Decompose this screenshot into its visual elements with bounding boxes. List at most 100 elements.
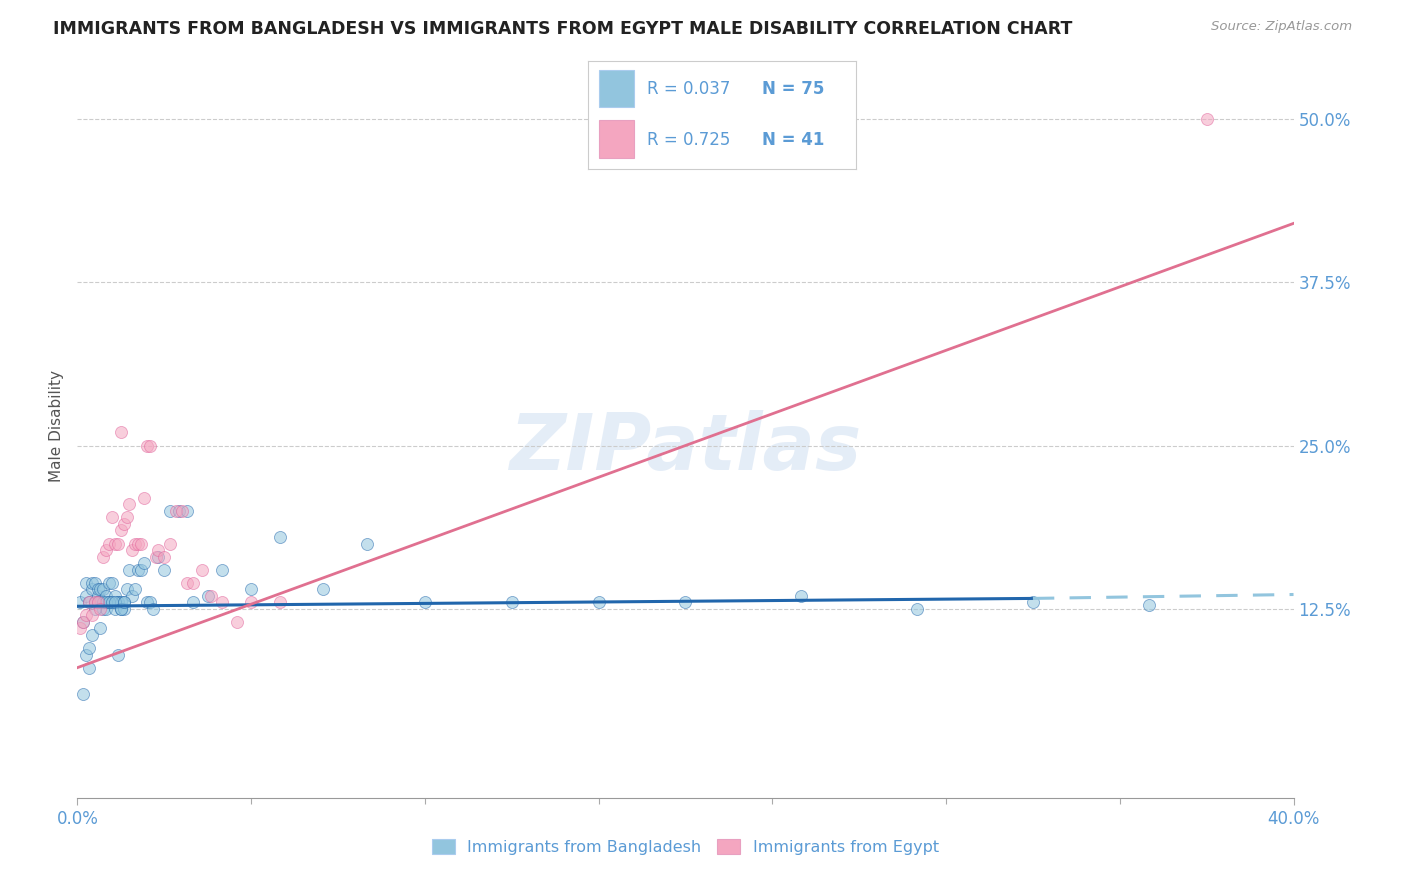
Point xyxy=(181,595,204,609)
Point xyxy=(107,536,129,550)
Point xyxy=(96,543,118,558)
Point xyxy=(107,595,129,609)
Point xyxy=(142,602,165,616)
Point xyxy=(110,524,132,538)
Point xyxy=(176,504,198,518)
Point xyxy=(170,504,193,518)
Point xyxy=(115,582,138,597)
Point xyxy=(240,582,263,597)
Point xyxy=(211,595,233,609)
Point xyxy=(110,602,132,616)
Point xyxy=(240,595,263,609)
Point xyxy=(197,589,219,603)
Text: ZIPatlas: ZIPatlas xyxy=(509,410,862,486)
Point xyxy=(72,615,94,629)
Point xyxy=(132,491,155,505)
Point xyxy=(72,615,94,629)
Point xyxy=(138,438,160,452)
Point xyxy=(98,595,121,609)
Point xyxy=(135,438,157,452)
Point xyxy=(107,595,129,609)
Point xyxy=(191,563,214,577)
Point xyxy=(115,510,138,524)
Point xyxy=(77,661,100,675)
Text: Source: ZipAtlas.com: Source: ZipAtlas.com xyxy=(1212,20,1353,33)
Point xyxy=(127,563,149,577)
Point xyxy=(356,536,378,550)
Point xyxy=(153,563,176,577)
Point xyxy=(675,595,697,609)
Point xyxy=(159,536,181,550)
Point xyxy=(165,504,187,518)
Text: IMMIGRANTS FROM BANGLADESH VS IMMIGRANTS FROM EGYPT MALE DISABILITY CORRELATION : IMMIGRANTS FROM BANGLADESH VS IMMIGRANTS… xyxy=(53,20,1073,37)
Point xyxy=(112,602,135,616)
Point xyxy=(89,602,111,616)
Point xyxy=(153,549,176,564)
Point xyxy=(75,589,97,603)
Point xyxy=(89,622,111,636)
Point xyxy=(86,589,108,603)
Point xyxy=(312,582,335,597)
Point xyxy=(80,628,103,642)
Point xyxy=(96,589,118,603)
Point xyxy=(145,549,167,564)
Point xyxy=(98,595,121,609)
Point xyxy=(101,595,124,609)
Point xyxy=(101,510,124,524)
Point xyxy=(77,595,100,609)
Point xyxy=(75,648,97,662)
Point xyxy=(112,516,135,531)
Point xyxy=(138,595,160,609)
Point xyxy=(89,595,111,609)
Point xyxy=(96,595,118,609)
Point xyxy=(124,582,146,597)
Point xyxy=(83,602,105,616)
Point xyxy=(83,595,105,609)
Point xyxy=(101,595,124,609)
Legend: Immigrants from Bangladesh, Immigrants from Egypt: Immigrants from Bangladesh, Immigrants f… xyxy=(426,832,945,861)
Point xyxy=(148,549,170,564)
Point xyxy=(93,595,115,609)
Point xyxy=(413,595,436,609)
Point xyxy=(110,602,132,616)
Point xyxy=(121,589,143,603)
Point xyxy=(135,595,157,609)
Point xyxy=(77,641,100,656)
Point xyxy=(588,595,610,609)
Point xyxy=(69,622,91,636)
Point xyxy=(72,687,94,701)
Point xyxy=(501,595,523,609)
Point xyxy=(211,563,233,577)
Point xyxy=(112,595,135,609)
Point xyxy=(905,602,928,616)
Point xyxy=(107,648,129,662)
Point xyxy=(104,602,127,616)
Point xyxy=(129,536,152,550)
Point xyxy=(101,575,124,590)
Point xyxy=(159,504,181,518)
Point xyxy=(132,556,155,570)
Point xyxy=(1137,598,1160,612)
Point xyxy=(176,575,198,590)
Point xyxy=(790,589,813,603)
Point xyxy=(93,602,115,616)
Point xyxy=(83,575,105,590)
Point xyxy=(181,575,204,590)
Point xyxy=(148,543,170,558)
Point xyxy=(167,504,190,518)
Point xyxy=(86,595,108,609)
Point xyxy=(129,563,152,577)
Point xyxy=(96,602,118,616)
Point xyxy=(77,595,100,609)
Point xyxy=(1195,112,1218,126)
Point xyxy=(225,615,247,629)
Point xyxy=(110,425,132,440)
Point xyxy=(75,608,97,623)
Point xyxy=(118,497,141,511)
Point xyxy=(112,595,135,609)
Point xyxy=(80,575,103,590)
Point xyxy=(121,543,143,558)
Point xyxy=(124,536,146,550)
Point xyxy=(98,575,121,590)
Point xyxy=(93,582,115,597)
